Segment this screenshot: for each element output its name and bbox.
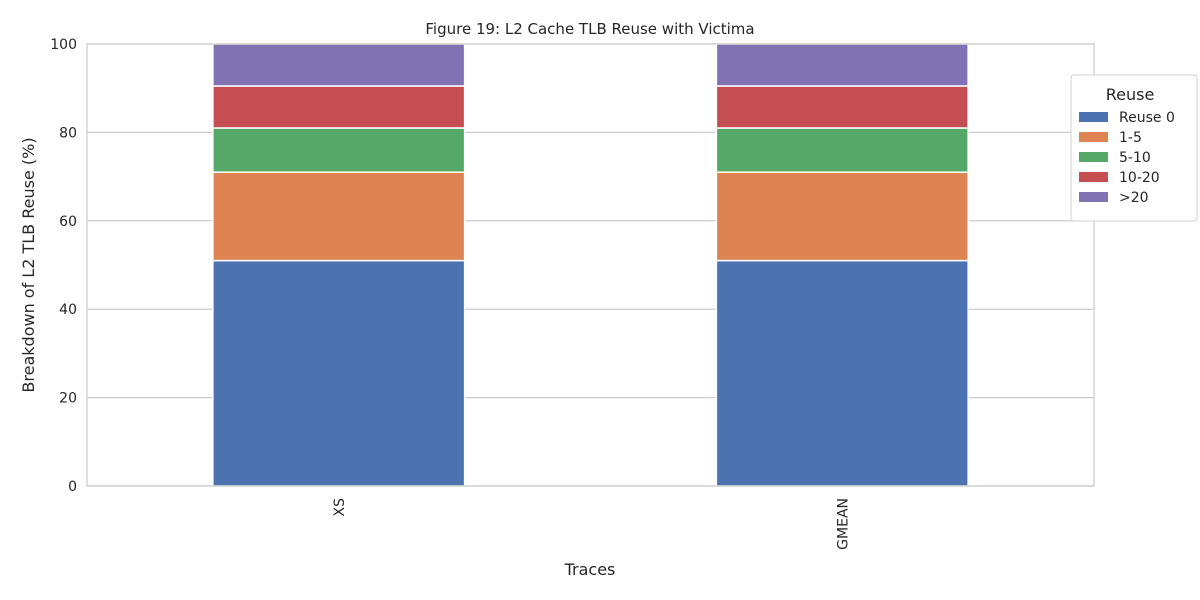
legend-items: Reuse 0 1-5 5-10 10-20 >20 [1079,110,1175,206]
legend-label: 1-5 [1119,130,1142,146]
bar-xs-series-0 [212,259,466,487]
y-axis-label: Breakdown of L2 TLB Reuse (%) [19,137,38,392]
y-tick-label: 40 [59,302,77,318]
bar-gmean-series-1 [715,171,969,262]
bar-gmean-series-0 [715,259,969,487]
legend-swatch [1079,192,1108,202]
y-tick-label: 100 [50,37,77,53]
bar-gmean-series-4 [715,43,969,87]
plot-frame [86,43,1095,487]
legend-swatch [1079,132,1108,142]
legend-swatch [1079,172,1108,182]
legend-label: 10-20 [1119,170,1160,186]
bars [212,43,969,487]
bar-xs-series-1 [212,171,466,262]
x-tick-label: XS [332,498,348,517]
bar-xs-series-3 [212,85,466,129]
legend-label: >20 [1119,190,1149,206]
legend-label: Reuse 0 [1119,110,1175,126]
y-axis-ticks: 0 20 40 60 80 100 [50,37,77,495]
bar-gmean-series-2 [715,127,969,173]
legend-label: 5-10 [1119,150,1151,166]
x-axis-ticks: XS GMEAN [332,498,852,550]
x-tick-label: GMEAN [835,498,851,550]
legend-box [1070,74,1198,222]
y-tick-label: 80 [59,125,77,141]
y-tick-label: 0 [68,479,77,495]
legend-swatch [1079,152,1108,162]
y-tick-label: 20 [59,391,77,407]
legend-swatch [1079,112,1108,122]
bar-gmean-series-3 [715,85,969,129]
bar-xs-series-4 [212,43,466,87]
chart-title: Figure 19: L2 Cache TLB Reuse with Victi… [425,20,754,38]
y-tick-label: 60 [59,214,77,230]
legend: Reuse Reuse 0 1-5 5-10 10-20 >20 [1070,74,1198,222]
legend-title: Reuse [1106,85,1155,104]
bar-xs-series-2 [212,127,466,173]
x-axis-label: Traces [564,560,616,579]
